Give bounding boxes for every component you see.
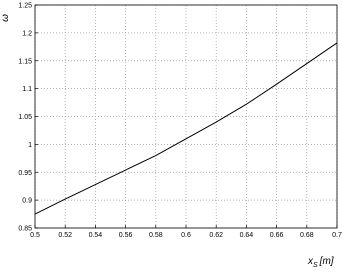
x-tick-label: 0.54 (89, 232, 103, 239)
x-axis-label: xS [m] (307, 256, 334, 269)
y-axis-label: ω (0, 14, 11, 22)
plot-frame (34, 4, 338, 229)
line (34, 42, 338, 215)
x-tick-label: 0.6 (181, 232, 191, 239)
x-label-unit: [m] (319, 256, 334, 267)
y-tick-label: 1.2 (22, 30, 32, 37)
x-tick-label: 0.56 (119, 232, 133, 239)
x-tick-label: 0.52 (58, 232, 72, 239)
y-tick-label: 0.9 (22, 198, 32, 205)
x-label-sub: S (313, 262, 318, 269)
x-tick-label: 0.62 (209, 232, 223, 239)
x-tick-label: 0.5 (30, 232, 40, 239)
y-tick-label: 0.95 (18, 170, 32, 177)
y-tick-label: 1.1 (22, 86, 32, 93)
x-label-main: x (307, 256, 314, 267)
y-tick-label: 0.85 (18, 226, 32, 233)
y-tick-label: 1.25 (18, 3, 32, 10)
y-tick-label: 1.15 (18, 58, 32, 65)
x-tick-label: 0.66 (270, 232, 284, 239)
y-tick-label: 1 (28, 142, 32, 149)
x-tick-label: 0.68 (300, 232, 314, 239)
x-tick-label: 0.58 (149, 232, 163, 239)
x-tick-label: 0.7 (332, 232, 342, 239)
x-tick-label: 0.64 (240, 232, 254, 239)
y-tick-label: 1.05 (18, 114, 32, 121)
